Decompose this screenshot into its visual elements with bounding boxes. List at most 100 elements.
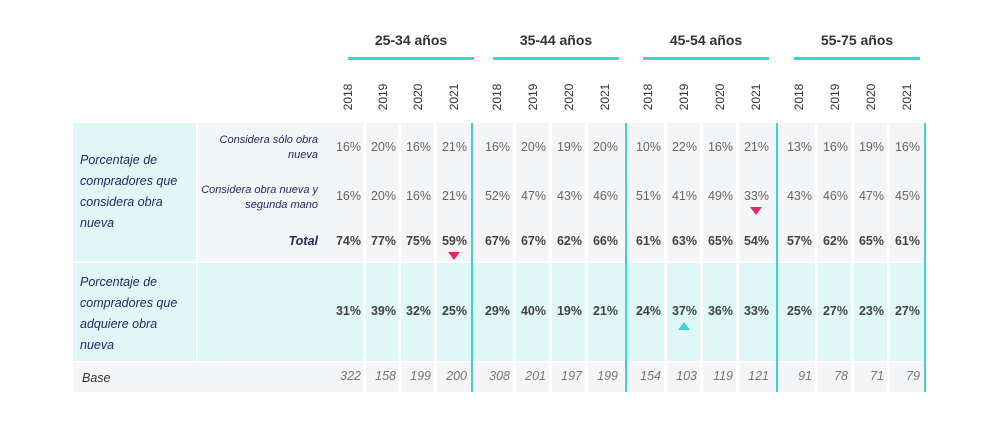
table-cell: 32% (405, 304, 431, 318)
table-cell: 27% (894, 304, 920, 318)
table-cell: 59% (441, 234, 467, 248)
table-cell: 197 (561, 369, 582, 383)
table-cell: 33% (743, 304, 769, 318)
table-cell: 20% (370, 139, 396, 154)
table-cell: 43% (786, 189, 812, 203)
table-cell: 31% (335, 304, 361, 318)
decrease-marker-icon (749, 207, 762, 215)
year-header: 2019 (525, 83, 540, 111)
age-group-underline (348, 57, 474, 60)
table-cell: 51% (635, 189, 661, 203)
column-gap (363, 123, 366, 392)
table-cell: 21% (592, 304, 618, 318)
year-header: 2021 (899, 83, 914, 111)
column-gap (700, 123, 703, 392)
year-header: 2021 (446, 83, 461, 111)
table-cell: 21% (441, 189, 467, 203)
table-cell: 39% (370, 304, 396, 318)
row-gap (73, 261, 924, 263)
row-label: Considera sólo obra nueva (219, 134, 318, 161)
table-cell: 322 (340, 369, 361, 383)
table-cell: 36% (707, 304, 733, 318)
values-bg-considera (330, 123, 924, 262)
table-cell: 200 (446, 369, 467, 383)
year-header: 2019 (676, 83, 691, 111)
year-header: 2018 (640, 83, 655, 111)
column-gap (549, 123, 552, 392)
year-header: 2020 (863, 83, 878, 111)
table-cell: 16% (484, 139, 510, 154)
row-label-total: Total (288, 234, 318, 248)
sublabel-bg-considera (197, 123, 330, 262)
sublabel-bg-adquiere (197, 262, 330, 362)
group-separator (776, 123, 778, 392)
table-cell: 19% (556, 139, 582, 154)
table-cell: 49% (707, 189, 733, 203)
age-group-underline (643, 57, 769, 60)
table-cell: 37% (671, 304, 697, 318)
year-header: 2020 (410, 83, 425, 111)
table-cell: 20% (520, 139, 546, 154)
table-cell: 19% (556, 304, 582, 318)
table-cell: 13% (786, 139, 812, 154)
year-header: 2021 (748, 83, 763, 111)
row-group-label-adquiere: Porcentaje de compradores que adquiere o… (80, 275, 178, 352)
column-gap (585, 123, 588, 392)
table-cell: 41% (671, 189, 697, 203)
table-cell: 57% (786, 234, 812, 248)
table-cell: 74% (335, 234, 361, 248)
column-gap (664, 123, 667, 392)
decrease-marker-icon (447, 252, 460, 260)
year-header: 2020 (712, 83, 727, 111)
table-cell: 67% (484, 234, 510, 248)
table-cell: 154 (640, 369, 661, 383)
table-cell: 77% (370, 234, 396, 248)
column-gap (815, 123, 818, 392)
table-cell: 62% (556, 234, 582, 248)
column-gap (398, 123, 401, 392)
table-cell: 21% (441, 139, 467, 154)
table-cell: 43% (556, 189, 582, 203)
table-cell: 25% (786, 304, 812, 318)
table-cell: 71 (870, 369, 884, 383)
table-cell: 52% (484, 189, 510, 203)
table-cell: 10% (635, 139, 661, 154)
table-cell: 29% (484, 304, 510, 318)
table-cell: 16% (335, 189, 361, 203)
table-cell: 46% (822, 189, 848, 203)
table-cell: 78 (834, 369, 848, 383)
column-gap (736, 123, 739, 392)
table-cell: 40% (520, 304, 546, 318)
table-cell: 46% (592, 189, 618, 203)
column-gap (851, 123, 854, 392)
table-cell: 65% (707, 234, 733, 248)
table-cell: 16% (707, 139, 733, 154)
row-label: Considera obra nueva y segunda mano (201, 184, 318, 211)
table-cell: 66% (592, 234, 618, 248)
table-cell: 75% (405, 234, 431, 248)
table-cell: 103 (676, 369, 697, 383)
table-cell: 63% (671, 234, 697, 248)
table-cell: 67% (520, 234, 546, 248)
increase-marker-icon (677, 322, 690, 330)
table-cell: 20% (592, 139, 618, 154)
table-cell: 121 (748, 369, 769, 383)
label-bg-adquiere (73, 262, 197, 362)
table-cell: 16% (405, 189, 431, 203)
table-cell: 61% (635, 234, 661, 248)
row-group-label-considera: Porcentaje de compradores que considera … (80, 153, 178, 230)
age-group-header: 55-75 años (820, 32, 894, 48)
table-cell: 199 (410, 369, 431, 383)
base-row-bg (73, 362, 924, 392)
table-cell: 158 (375, 369, 396, 383)
column-gap (513, 123, 516, 392)
group-separator (471, 123, 473, 392)
table-cell: 201 (525, 369, 546, 383)
table-cell: 19% (858, 139, 884, 154)
row-gap (73, 361, 924, 363)
table-cell: 25% (441, 304, 467, 318)
label-gap (196, 123, 198, 362)
values-bg-adquiere (330, 262, 924, 362)
table-cell: 91 (798, 369, 812, 383)
table-cell: 21% (743, 139, 769, 154)
